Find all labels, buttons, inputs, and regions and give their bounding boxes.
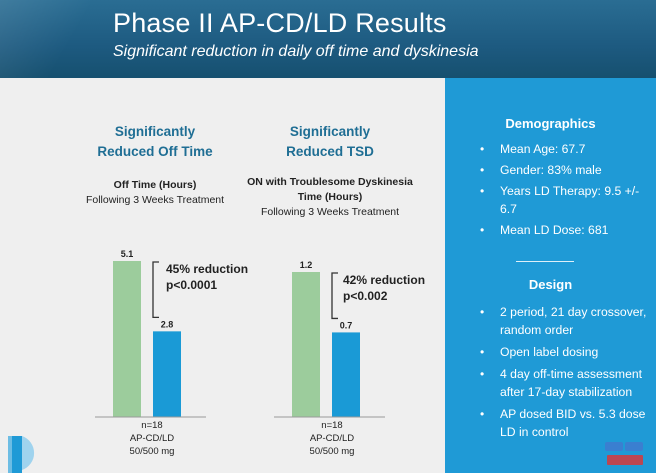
- demographics-item: • Mean LD Dose: 681: [480, 223, 609, 237]
- chart1-dose-label: 50/500 mg: [130, 446, 175, 457]
- chart1-heading-line2: Reduced Off Time: [97, 144, 213, 159]
- watermark-icon: [603, 440, 647, 468]
- design-item: • 2 period, 21 day crossover, random orde…: [480, 305, 647, 337]
- chart2-pvalue-label: p<0.002: [343, 289, 388, 303]
- design-item: • AP dosed BID vs. 5.3 dose LD in control: [480, 407, 646, 439]
- chart2-heading: Significantly Reduced TSD: [260, 122, 400, 162]
- chart2-dose-label: 50/500 mg: [310, 446, 355, 457]
- design-title: Design: [528, 277, 573, 292]
- design-list: • 2 period, 21 day crossover, random orde…: [445, 303, 656, 441]
- section-divider: [516, 261, 574, 262]
- chart1-pvalue-label: p<0.0001: [166, 278, 217, 292]
- bullet-dot-icon: •: [480, 223, 485, 237]
- chart1-bar-baseline: [113, 261, 141, 417]
- chart2-metric-label-2: Time (Hours): [297, 191, 363, 203]
- demographics-list: • Mean Age: 67.7 • Gender: 83% male • Years…: [445, 140, 656, 239]
- header-decoration: [0, 0, 90, 78]
- chart2-n-label: n=18: [321, 420, 342, 431]
- chart2-period-label: Following 3 Weeks Treatment: [260, 206, 400, 218]
- info-panel: Demographics • Mean Age: 67.7 • Gender: 83…: [445, 78, 656, 473]
- chart2-data-label: 0.7: [340, 320, 353, 330]
- chart2-metric-label: ON with Troublesome Dyskinesia: [247, 176, 413, 188]
- demographics-title: Demographics: [505, 116, 596, 131]
- design-item: • Open label dosing: [480, 345, 599, 359]
- chart2-reduction-label: 42% reduction: [343, 273, 425, 287]
- chart1-bracket: [152, 261, 159, 319]
- chart2-group-label: AP-CD/LD: [310, 433, 354, 444]
- chart1-metric-label: Off Time (Hours): [113, 179, 197, 191]
- demographics-item: • Gender: 83% male: [480, 163, 602, 177]
- bullet-dot-icon: •: [480, 407, 485, 421]
- results-panel: [0, 78, 445, 473]
- chart1-data-label: 5.1: [121, 249, 134, 259]
- chart2-bracket: [331, 272, 338, 320]
- slide-subtitle: Significant reduction in daily off time …: [113, 43, 479, 60]
- chart2-heading-line1: Significantly: [289, 124, 371, 139]
- chart1-heading-line1: Significantly: [114, 124, 196, 139]
- bullet-dot-icon: •: [480, 305, 485, 319]
- slide-header: Phase II AP-CD/LD Results Significant re…: [0, 0, 656, 78]
- chart1-bar-treatment: [153, 331, 181, 417]
- chart2-subtitle: ON with Troublesome Dyskinesia Time (Hou…: [230, 175, 430, 220]
- bullet-dot-icon: •: [480, 184, 485, 198]
- chart1-data-label: 2.8: [161, 319, 174, 329]
- demographics-item: • Mean Age: 67.7: [480, 142, 586, 156]
- bullet-dot-icon: •: [480, 163, 485, 177]
- bullet-dot-icon: •: [480, 345, 485, 359]
- chart1-group-label: AP-CD/LD: [130, 433, 174, 444]
- chart2-bar-baseline: [292, 272, 320, 417]
- chart2-bar-treatment: [332, 332, 360, 417]
- chart2-heading-line2: Reduced TSD: [286, 144, 374, 159]
- chart1-n-label: n=18: [141, 420, 162, 431]
- demographics-item: • Years LD Therapy: 9.5 +/- 6.7: [480, 184, 640, 216]
- chart1-reduction-label: 45% reduction: [166, 262, 248, 276]
- chart1-heading: Significantly Reduced Off Time: [85, 122, 225, 162]
- chart1-subtitle: Off Time (Hours) Following 3 Weeks Treat…: [60, 178, 250, 208]
- bullet-dot-icon: •: [480, 367, 485, 381]
- chart1-period-label: Following 3 Weeks Treatment: [85, 194, 225, 206]
- chart2-data-label: 1.2: [300, 260, 313, 270]
- company-logo-icon: [8, 436, 35, 473]
- design-item: • 4 day off-time assessment after 17-day …: [480, 367, 643, 399]
- bullet-dot-icon: •: [480, 142, 485, 156]
- slide-title: Phase II AP-CD/LD Results: [113, 8, 447, 38]
